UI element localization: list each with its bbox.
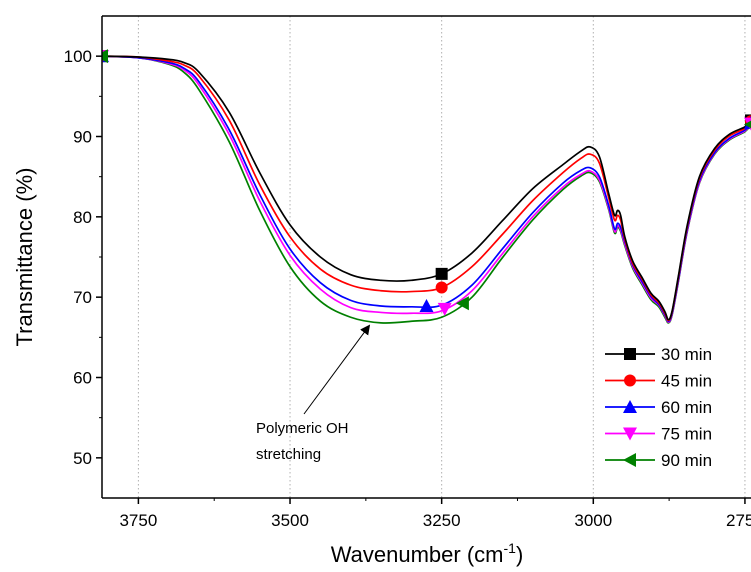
- legend-item-30-min: 30 min: [605, 345, 712, 364]
- legend-label: 90 min: [661, 451, 712, 470]
- annotation-polymeric-oh: Polymeric OH stretching: [256, 324, 371, 463]
- y-tick-label: 60: [73, 369, 92, 388]
- y-axis-title: Transmittance (%): [12, 168, 37, 347]
- legend-item-45-min: 45 min: [605, 372, 712, 391]
- legend-marker: [623, 453, 636, 467]
- series-lines: [102, 55, 751, 324]
- x-tick-label: 3750: [119, 511, 157, 530]
- plot-frame: [101, 15, 751, 499]
- x-axis-title: Wavenumber (cm-1): [331, 540, 524, 567]
- legend-label: 45 min: [661, 372, 712, 391]
- x-tick-label: 3000: [574, 511, 612, 530]
- series-markers: [102, 49, 751, 316]
- annotation-arrow: [303, 324, 371, 415]
- y-tick-label: 70: [73, 288, 92, 307]
- legend-label: 60 min: [661, 398, 712, 417]
- x-tick-label: 2750: [726, 511, 751, 530]
- series-line-30-min: [102, 55, 751, 321]
- series-line-60-min: [102, 55, 751, 323]
- legend-marker: [623, 427, 637, 441]
- y-tick-label: 90: [73, 128, 92, 147]
- legend-item-60-min: 60 min: [605, 398, 712, 417]
- marker-90-min: [102, 49, 108, 64]
- series-line-75-min: [102, 55, 751, 323]
- y-tick-label: 100: [64, 47, 92, 66]
- x-axis-ticks: 3750 3500 3250 3000 2750: [119, 498, 751, 530]
- legend-label: 30 min: [661, 345, 712, 364]
- marker-90-min: [744, 120, 751, 129]
- annotation-line-1: Polymeric OH: [256, 420, 349, 437]
- y-tick-label: 50: [73, 449, 92, 468]
- legend-label: 75 min: [661, 425, 712, 444]
- legend-marker: [624, 374, 636, 387]
- annotation-line-2: stretching: [256, 446, 321, 463]
- marker-90-min: [455, 296, 469, 311]
- y-axis-ticks: 50 60 70 80 90 100: [64, 47, 102, 468]
- x-tick-label: 3500: [271, 511, 309, 530]
- legend: 30 min 45 min 60 min 75 min 90 min: [605, 345, 712, 470]
- x-tick-label: 3250: [423, 511, 461, 530]
- y-tick-label: 80: [73, 208, 92, 227]
- marker-60-min: [419, 299, 434, 313]
- legend-item-75-min: 75 min: [605, 425, 712, 444]
- legend-marker: [624, 348, 636, 360]
- vertical-gridlines: [137, 16, 746, 498]
- marker-30-min: [435, 267, 448, 280]
- series-line-90-min: [102, 55, 751, 324]
- marker-75-min: [437, 302, 452, 316]
- legend-marker: [623, 400, 637, 413]
- legend-item-90-min: 90 min: [605, 451, 712, 470]
- marker-45-min: [435, 281, 448, 294]
- series-line-45-min: [102, 55, 751, 322]
